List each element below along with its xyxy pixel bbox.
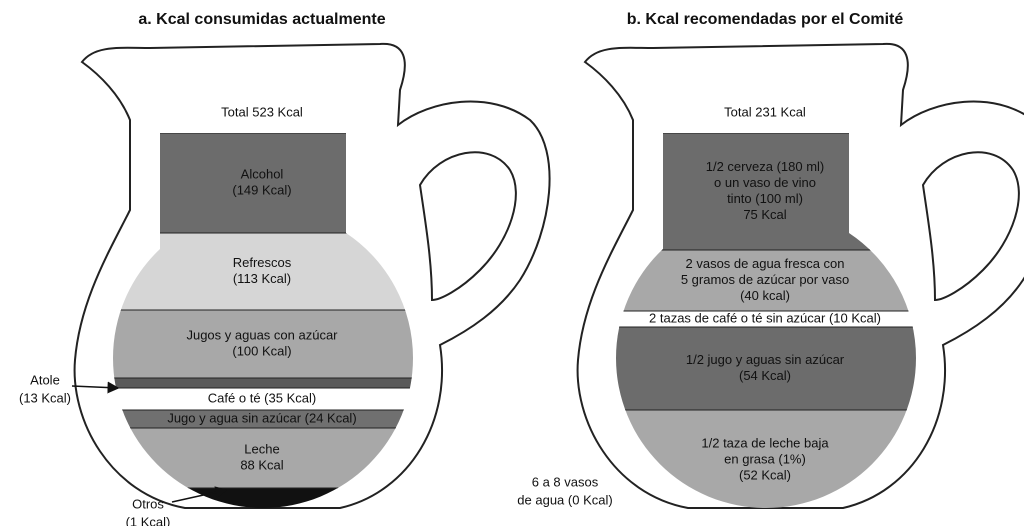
layer-label: (100 Kcal) [232,343,291,358]
handle-hole [418,151,517,302]
annotation: (13 Kcal) [19,390,71,405]
layer-label: Jugos y aguas con azúcar [186,327,338,342]
pitcher-b: b. Kcal recomendadas por el Comité Total … [517,11,1024,509]
annotation: 6 a 8 vasos [532,474,599,489]
annotation: de agua (0 Kcal) [517,492,612,507]
layer-label: Alcohol [241,166,284,181]
layer-label: (149 Kcal) [232,182,291,197]
layer-label: 88 Kcal [240,457,283,472]
layers [113,133,413,508]
handle-hole [921,151,1020,302]
arrow [171,486,228,503]
layer-label: 2 vasos de agua fresca con [686,256,845,271]
arrow [71,381,120,394]
layer-label: (113 Kcal) [233,271,291,286]
layer-label: (40 kcal) [740,288,790,303]
title: a. Kcal consumidas actualmente [138,11,385,28]
layer-label: 1/2 cerveza (180 ml) [706,159,825,174]
layer-label: (54 Kcal) [739,368,791,383]
total: Total 231 Kcal [724,104,806,119]
layer-label: tinto (100 ml) [727,191,803,206]
layer-label: 75 Kcal [743,207,786,222]
layer-label: Refrescos [233,255,292,270]
layer-label: 5 gramos de azúcar por vaso [681,272,849,287]
layer-label: Jugo y agua sin azúcar (24 Kcal) [167,410,356,425]
title: b. Kcal recomendadas por el Comité [627,11,904,28]
annotation: Atole [30,372,60,387]
total: Total 523 Kcal [221,104,303,119]
annotation: Otros [132,496,164,511]
layer-label: 1/2 taza de leche baja [701,435,829,450]
layer [113,309,413,379]
layer-label: o un vaso de vino [714,175,816,190]
pitcher-a: a. Kcal consumidas actualmente Total 523 … [19,11,551,526]
layer-label: (52 Kcal) [739,467,791,482]
annotation: (1 Kcal) [126,514,171,526]
layer-label: Leche [244,441,279,456]
layer-label: 2 tazas de café o té sin azúcar (10 Kcal… [649,310,881,325]
layer-label: Café o té (35 Kcal) [208,390,316,405]
layer-label: en grasa (1%) [724,451,806,466]
layer [113,377,413,389]
layer-label: 1/2 jugo y aguas sin azúcar [686,352,845,367]
